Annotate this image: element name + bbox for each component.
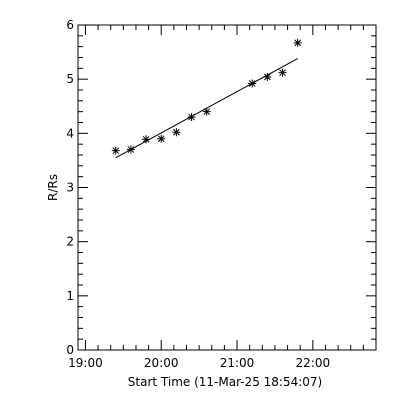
data-point-stroke xyxy=(188,113,195,121)
data-point xyxy=(172,128,181,137)
data-point-stroke xyxy=(248,80,256,87)
x-axis-ticks: 19:00 20:00 21:00 22:00 xyxy=(68,25,377,370)
data-point-stroke xyxy=(127,146,135,153)
y-tick-label: 1 xyxy=(66,289,74,303)
data-point-stroke xyxy=(294,39,302,47)
plot-border xyxy=(77,24,377,351)
y-tick-label: 5 xyxy=(66,72,74,86)
data-point xyxy=(126,145,135,154)
data-point xyxy=(248,79,257,88)
data-point-stroke xyxy=(279,69,286,77)
data-point xyxy=(263,73,272,81)
data-point-stroke xyxy=(203,108,211,116)
y-axis-ticks: 0 1 2 3 4 5 6 xyxy=(66,18,376,357)
data-point xyxy=(202,107,211,116)
data-point xyxy=(157,134,166,143)
data-points xyxy=(111,38,302,155)
y-tick-label: 0 xyxy=(66,343,74,357)
y-axis-title: R/Rs xyxy=(46,174,60,201)
data-point-stroke xyxy=(112,147,120,155)
x-axis-title: Start Time (11-Mar-25 18:54:07) xyxy=(128,375,322,389)
y-tick-label: 3 xyxy=(66,181,74,195)
data-point-stroke xyxy=(142,135,150,143)
data-point-stroke xyxy=(173,128,180,136)
plot-frame xyxy=(77,24,377,351)
x-tick-label: 19:00 xyxy=(68,356,103,370)
data-point xyxy=(187,113,196,122)
data-point xyxy=(278,68,287,77)
data-point xyxy=(111,146,120,155)
y-tick-label: 6 xyxy=(66,18,74,32)
data-point-stroke xyxy=(157,135,165,143)
y-tick-label: 2 xyxy=(66,235,74,249)
x-tick-label: 21:00 xyxy=(220,356,255,370)
x-tick-label: 22:00 xyxy=(296,356,331,370)
x-tick-label: 20:00 xyxy=(144,356,179,370)
data-point xyxy=(293,38,302,47)
data-point-stroke xyxy=(263,73,271,81)
data-point xyxy=(142,135,151,144)
y-tick-label: 4 xyxy=(66,126,74,140)
